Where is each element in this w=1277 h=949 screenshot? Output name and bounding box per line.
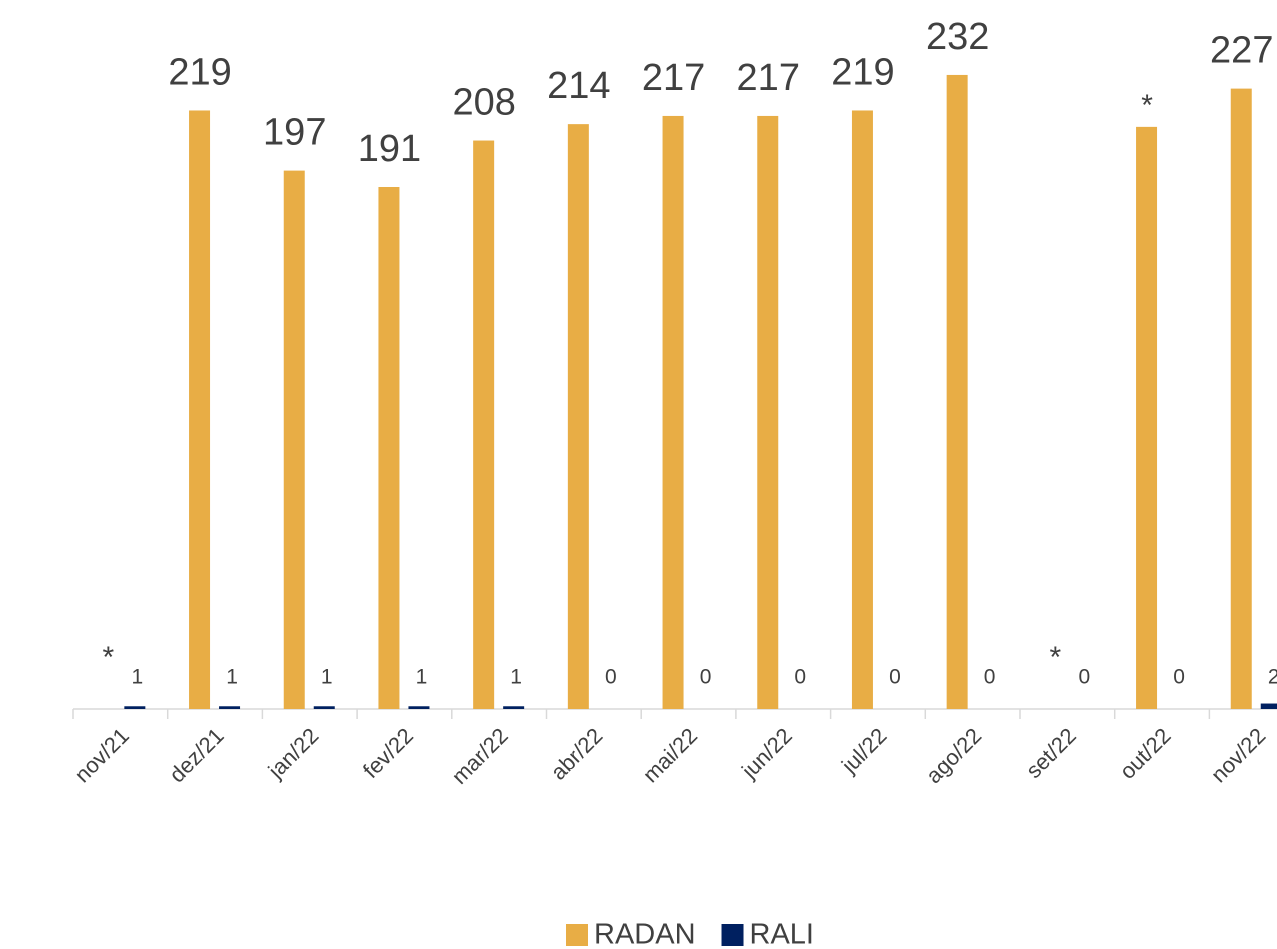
bar <box>567 124 589 709</box>
data-label: 1 <box>321 666 333 689</box>
x-tick-label: ago/22 <box>921 723 986 788</box>
legend-swatch <box>566 924 588 946</box>
data-label: 0 <box>1173 666 1185 689</box>
data-label: 232 <box>926 16 989 58</box>
legend-label: RALI <box>750 919 814 949</box>
data-label: 1 <box>226 666 238 689</box>
data-label: 0 <box>984 666 996 689</box>
data-label: * <box>103 641 115 674</box>
bar <box>757 115 779 709</box>
data-label: 1 <box>416 666 428 689</box>
bar <box>1136 126 1158 710</box>
data-label: 0 <box>889 666 901 689</box>
data-label: 191 <box>358 128 421 170</box>
bar <box>189 110 211 709</box>
bar <box>503 706 525 709</box>
data-label: 217 <box>642 57 705 99</box>
data-label: 197 <box>263 112 326 154</box>
data-label: 0 <box>794 666 806 689</box>
data-label: 0 <box>1079 666 1091 689</box>
x-tick-label: jun/22 <box>736 723 797 784</box>
bar <box>124 706 146 709</box>
x-tick-label: set/22 <box>1021 723 1081 783</box>
data-label: 0 <box>605 666 617 689</box>
data-label: 2 <box>1268 666 1277 689</box>
x-tick-label: fev/22 <box>358 723 418 783</box>
bar <box>313 706 335 709</box>
data-label: 219 <box>831 52 894 94</box>
data-label: 208 <box>452 82 515 124</box>
data-label: 1 <box>510 666 522 689</box>
legend-label: RADAN <box>594 919 696 949</box>
data-label: * <box>1141 89 1153 122</box>
x-tick-label: jan/22 <box>263 723 324 784</box>
data-label: 1 <box>132 666 144 689</box>
bar <box>378 186 400 709</box>
bar <box>283 170 305 709</box>
data-label: 227 <box>1210 30 1273 72</box>
data-label: * <box>1050 641 1062 674</box>
legend-swatch <box>721 924 744 946</box>
x-tick-label: abr/22 <box>546 723 608 785</box>
bar <box>1230 88 1252 709</box>
bar <box>1260 703 1277 709</box>
data-label: 219 <box>168 52 231 94</box>
x-tick-label: nov/21 <box>70 723 134 787</box>
bar <box>662 115 684 709</box>
bar <box>946 74 968 710</box>
x-tick-label: jul/22 <box>836 723 892 779</box>
bar <box>219 706 241 709</box>
bar <box>851 110 873 709</box>
data-label: 0 <box>700 666 712 689</box>
x-tick-label: mai/22 <box>638 723 702 787</box>
bar <box>473 140 495 709</box>
x-tick-label: nov/22 <box>1206 723 1270 787</box>
data-label: 214 <box>547 65 610 107</box>
x-tick-label: dez/21 <box>164 723 228 787</box>
x-tick-label: mar/22 <box>447 723 513 789</box>
bar <box>408 706 430 709</box>
data-label: 217 <box>737 57 800 99</box>
x-tick-label: out/22 <box>1115 723 1176 784</box>
